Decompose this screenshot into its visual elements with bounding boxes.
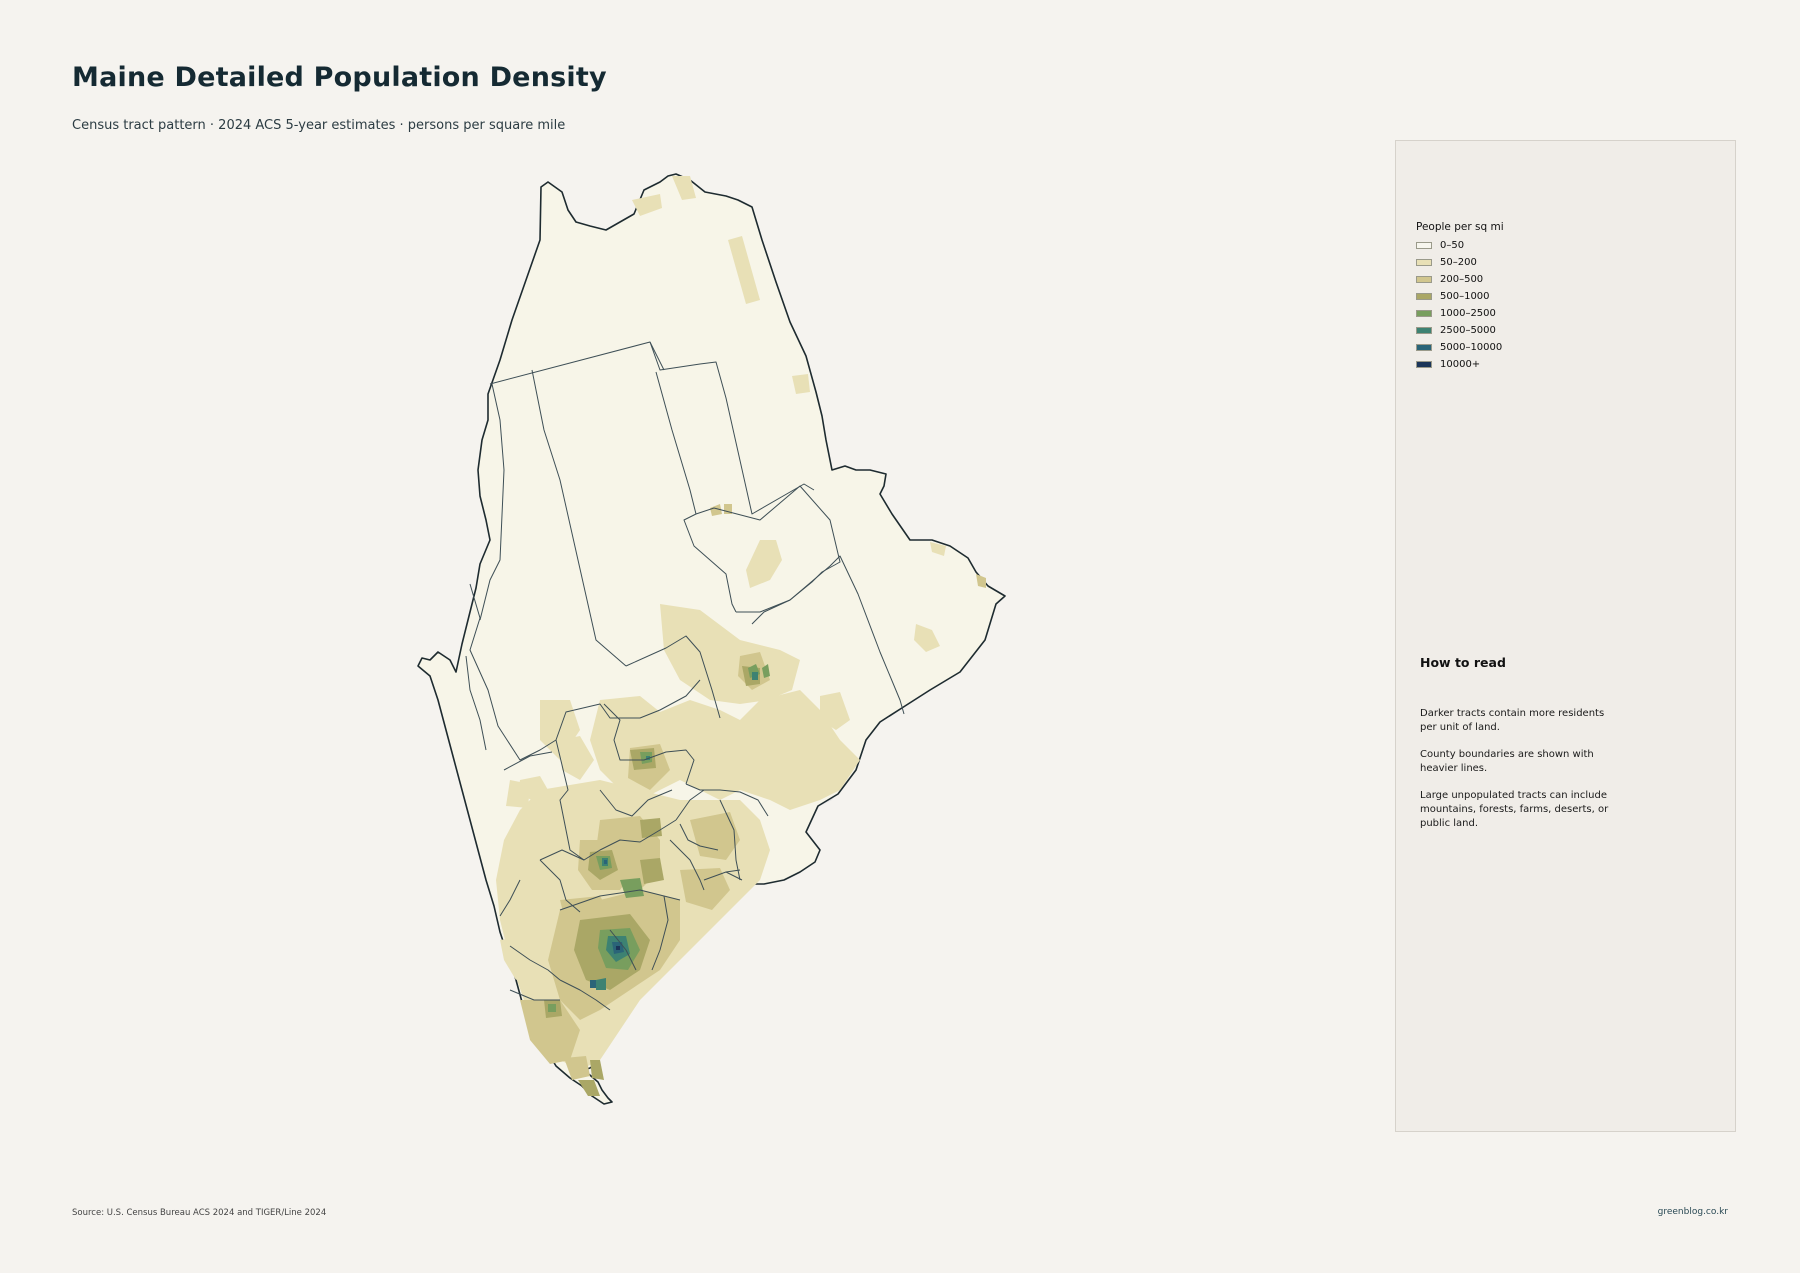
legend-swatch <box>1416 361 1432 368</box>
legend-swatch <box>1416 259 1432 266</box>
side-panel: People per sq mi 0–50 50–200 200–500 500… <box>1395 140 1736 1132</box>
how-to-read-text: Darker tracts contain more residents per… <box>1420 707 1620 844</box>
legend-label: 1000–2500 <box>1440 308 1496 319</box>
how-to-read-paragraph: County boundaries are shown with heavier… <box>1420 749 1594 774</box>
page-title: Maine Detailed Population Density <box>72 62 607 93</box>
legend-item: 500–1000 <box>1416 288 1504 305</box>
legend-item: 5000–10000 <box>1416 339 1504 356</box>
how-to-read-title: How to read <box>1420 655 1506 670</box>
legend-label: 10000+ <box>1440 359 1481 370</box>
legend-item: 50–200 <box>1416 254 1504 271</box>
legend-swatch <box>1416 242 1432 249</box>
legend-item: 200–500 <box>1416 271 1504 288</box>
legend-item: 0–50 <box>1416 237 1504 254</box>
legend-title: People per sq mi <box>1416 221 1504 233</box>
county-boundaries <box>465 341 905 1011</box>
legend-swatch <box>1416 310 1432 317</box>
legend-item: 2500–5000 <box>1416 322 1504 339</box>
page-subtitle: Census tract pattern · 2024 ACS 5-year e… <box>72 118 566 133</box>
legend-swatch <box>1416 344 1432 351</box>
how-to-read-paragraph: Large unpopulated tracts can include mou… <box>1420 790 1609 829</box>
legend-label: 5000–10000 <box>1440 342 1503 353</box>
density-tracts <box>496 176 986 1096</box>
legend-swatch <box>1416 276 1432 283</box>
legend-label: 2500–5000 <box>1440 325 1496 336</box>
legend-label: 200–500 <box>1440 274 1484 285</box>
legend-swatch <box>1416 327 1432 334</box>
legend-item: 10000+ <box>1416 356 1504 373</box>
credit-link[interactable]: greenblog.co.kr <box>1657 1207 1728 1217</box>
how-to-read-paragraph: Darker tracts contain more residents per… <box>1420 708 1605 733</box>
legend-label: 500–1000 <box>1440 291 1490 302</box>
maine-density-map <box>417 173 1006 1105</box>
legend: People per sq mi 0–50 50–200 200–500 500… <box>1416 221 1504 373</box>
legend-label: 0–50 <box>1440 240 1465 251</box>
source-note: Source: U.S. Census Bureau ACS 2024 and … <box>72 1208 327 1218</box>
legend-item: 1000–2500 <box>1416 305 1504 322</box>
legend-label: 50–200 <box>1440 257 1477 268</box>
legend-swatch <box>1416 293 1432 300</box>
